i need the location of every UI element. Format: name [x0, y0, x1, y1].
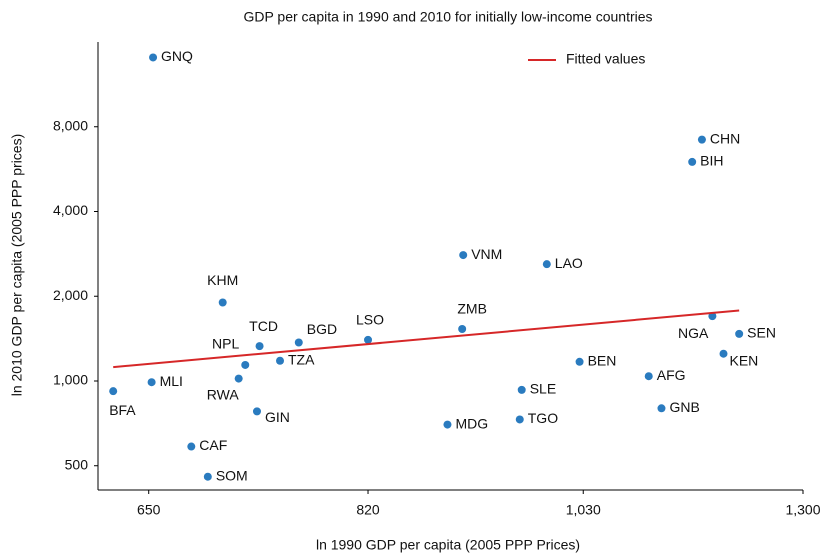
point-label: CAF	[199, 437, 227, 453]
point-label: NGA	[678, 325, 709, 341]
point-label: BFA	[109, 402, 136, 418]
point-label: AFG	[657, 367, 686, 383]
point-label: BEN	[588, 352, 617, 368]
point	[458, 324, 467, 333]
y-tick-label: 500	[65, 456, 89, 472]
point	[459, 251, 468, 260]
point-label: MLI	[160, 373, 183, 389]
x-tick-label: 1,300	[785, 502, 820, 518]
point-label: TGO	[528, 410, 558, 426]
point	[443, 420, 452, 429]
point	[234, 374, 243, 383]
point-label: KHM	[207, 272, 238, 288]
point-label: SEN	[747, 325, 776, 341]
point-label: MDG	[455, 415, 488, 431]
point	[294, 338, 303, 347]
point-label: TZA	[288, 351, 315, 367]
point	[688, 157, 697, 166]
point-label: GIN	[265, 409, 290, 425]
point	[735, 329, 744, 338]
point-label: LAO	[555, 255, 583, 271]
point-label: BGD	[307, 321, 337, 337]
point	[203, 472, 212, 481]
y-axis-label: ln 2010 GDP per capita (2005 PPP prices)	[9, 134, 25, 397]
x-tick-label: 820	[356, 502, 380, 518]
point	[517, 385, 526, 394]
point-label: BIH	[700, 153, 723, 169]
point	[575, 357, 584, 366]
y-tick-label: 8,000	[53, 117, 88, 133]
fitted-line	[113, 309, 740, 369]
x-axis-label: ln 1990 GDP per capita (2005 PPP Prices)	[316, 537, 580, 553]
point	[252, 407, 261, 416]
point	[109, 387, 118, 396]
point-label: VNM	[471, 246, 502, 262]
point	[644, 372, 653, 381]
point-label: SOM	[216, 467, 248, 483]
point	[276, 356, 285, 365]
point	[542, 260, 551, 269]
point	[149, 53, 158, 62]
point	[364, 335, 373, 344]
point	[147, 378, 156, 387]
x-tick-label: 1,030	[566, 502, 601, 518]
point-label: RWA	[207, 386, 240, 402]
point-label: KEN	[730, 352, 759, 368]
chart-title: GDP per capita in 1990 and 2010 for init…	[243, 9, 652, 25]
y-tick-label: 4,000	[53, 202, 88, 218]
point	[657, 404, 666, 413]
point	[241, 360, 250, 369]
point	[218, 298, 227, 307]
x-tick-label: 650	[137, 502, 161, 518]
point-label: LSO	[356, 312, 384, 328]
point-label: NPL	[212, 336, 239, 352]
point	[255, 342, 264, 351]
point-label: GNB	[669, 399, 699, 415]
point	[708, 312, 717, 321]
point-label: GNQ	[161, 48, 193, 64]
point	[187, 442, 196, 451]
point-label: CHN	[710, 130, 740, 146]
point	[719, 349, 728, 358]
y-tick-label: 1,000	[53, 372, 88, 388]
y-tick-label: 2,000	[53, 287, 88, 303]
point	[515, 415, 524, 424]
point-label: TCD	[249, 318, 278, 334]
point	[697, 135, 706, 144]
point-label: SLE	[530, 381, 556, 397]
legend-label: Fitted values	[566, 51, 645, 67]
point-label: ZMB	[457, 301, 487, 317]
